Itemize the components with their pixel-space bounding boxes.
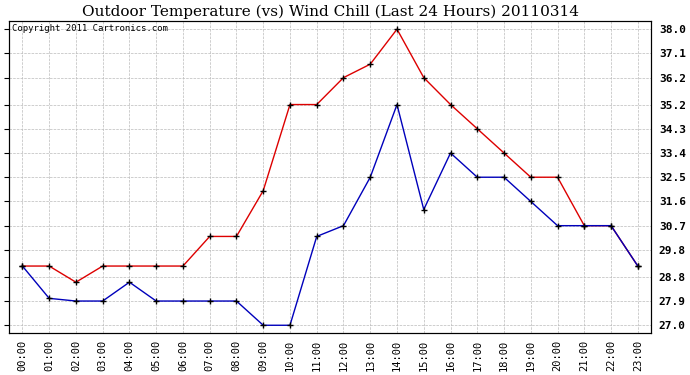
Text: Copyright 2011 Cartronics.com: Copyright 2011 Cartronics.com bbox=[12, 24, 168, 33]
Title: Outdoor Temperature (vs) Wind Chill (Last 24 Hours) 20110314: Outdoor Temperature (vs) Wind Chill (Las… bbox=[81, 4, 579, 18]
